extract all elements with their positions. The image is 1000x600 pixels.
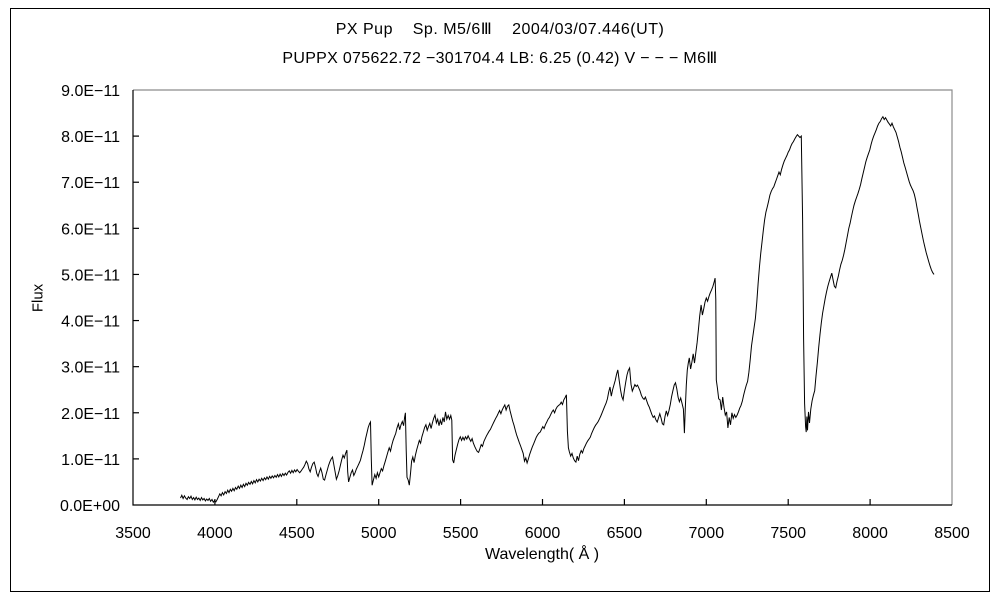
y-tick-label: 2.0E−11 [61, 406, 120, 423]
x-tick-label: 5500 [443, 525, 479, 542]
axes [132, 90, 952, 506]
plot-frame [133, 89, 953, 505]
y-axis-title: Flux [29, 283, 47, 313]
y-tick-label: 9.0E−11 [61, 83, 120, 100]
chart-title: PX Pup Sp. M5/6Ⅲ 2004/03/07.446(UT) [335, 21, 665, 38]
x-tick-label: 4500 [279, 525, 315, 542]
x-tick-label: 4000 [197, 525, 233, 542]
y-tick-label: 0.0E+00 [60, 498, 120, 515]
spectrum-line [180, 115, 935, 504]
x-tick-label: 6500 [607, 525, 643, 542]
y-tick-label: 8.0E−11 [61, 129, 120, 146]
y-tick-label: 5.0E−11 [61, 267, 120, 284]
y-tick-label: 4.0E−11 [61, 314, 120, 331]
y-tick-label: 7.0E−11 [61, 175, 120, 192]
x-tick-label: 3500 [115, 525, 151, 542]
y-tick-label: 3.0E−11 [61, 360, 120, 377]
x-tick-label: 5000 [361, 525, 397, 542]
y-tick-label: 6.0E−11 [61, 221, 120, 238]
y-tick-label: 1.0E−11 [61, 452, 120, 469]
x-tick-label: 7000 [689, 525, 725, 542]
x-tick-label: 8000 [852, 525, 888, 542]
chart-subtitle: PUPPX 075622.72 −301704.4 LB: 6.25 (0.42… [282, 50, 718, 67]
chart-outer-border [10, 8, 990, 592]
x-tick-label: 8500 [934, 525, 970, 542]
x-tick-label: 7500 [770, 525, 806, 542]
x-axis-title: Wavelength( Å ) [484, 546, 600, 563]
x-tick-label: 6000 [525, 525, 561, 542]
